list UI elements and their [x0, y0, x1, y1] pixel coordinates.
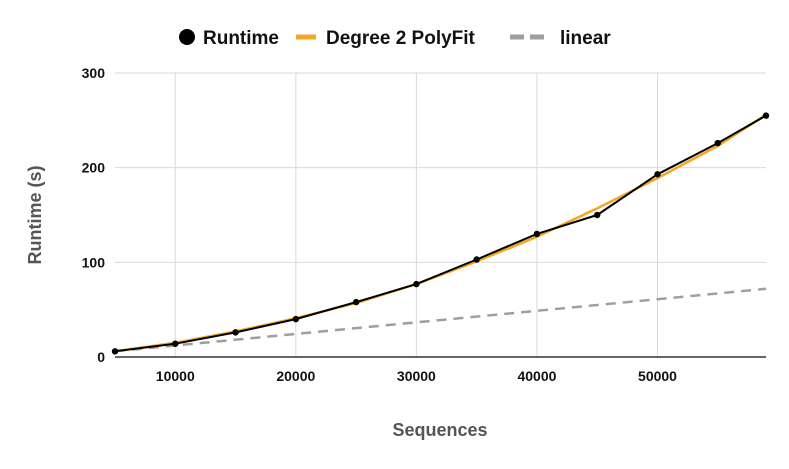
legend[interactable]: Runtime Degree 2 PolyFit linear: [179, 28, 611, 49]
legend-label: Degree 2 PolyFit: [326, 28, 476, 49]
label-layer: 0 100 200 300 10000 20000 30000 40000 50000: [82, 65, 678, 384]
runtime-data-point[interactable]: [172, 340, 179, 347]
x-tick-label: 10000: [156, 368, 195, 384]
legend-item-runtime[interactable]: Runtime: [179, 28, 279, 49]
series-line-runtime: [114, 114, 767, 353]
runtime-data-point[interactable]: [292, 315, 300, 323]
runtime-data-point[interactable]: [413, 280, 420, 288]
y-tick-label: 300: [82, 65, 106, 81]
y-axis-title: Runtime (s): [25, 165, 45, 264]
x-tick-label: 50000: [638, 368, 677, 384]
legend-label: Runtime: [203, 28, 279, 49]
x-tick-label: 40000: [517, 368, 556, 384]
runtime-data-point[interactable]: [352, 298, 360, 306]
runtime-data-point[interactable]: [533, 230, 541, 238]
runtime-data-point[interactable]: [232, 329, 239, 336]
y-tick-label: 100: [82, 254, 106, 270]
x-tick-label: 30000: [397, 368, 436, 384]
series-line-linear: [114, 287, 767, 353]
runtime-data-point[interactable]: [594, 211, 601, 219]
runtime-data-point[interactable]: [473, 256, 480, 263]
legend-marker-dot-icon: [179, 29, 195, 45]
y-tick-label: 0: [97, 349, 105, 365]
runtime-data-point[interactable]: [762, 112, 770, 119]
series-line-degree-2-polyfit: [113, 113, 768, 353]
grid-layer: [115, 72, 766, 357]
legend-item-linear[interactable]: linear: [510, 28, 611, 49]
runtime-data-point[interactable]: [654, 171, 661, 178]
series-layer: [111, 112, 770, 355]
x-tick-label: 20000: [276, 368, 315, 384]
legend-item-degree-2-polyfit[interactable]: Degree 2 PolyFit: [296, 28, 476, 49]
y-tick-label: 200: [82, 160, 106, 176]
x-axis-title: Sequences: [392, 420, 487, 440]
runtime-data-point[interactable]: [111, 348, 119, 355]
legend-label: linear: [560, 28, 611, 49]
runtime-data-point[interactable]: [714, 139, 721, 147]
